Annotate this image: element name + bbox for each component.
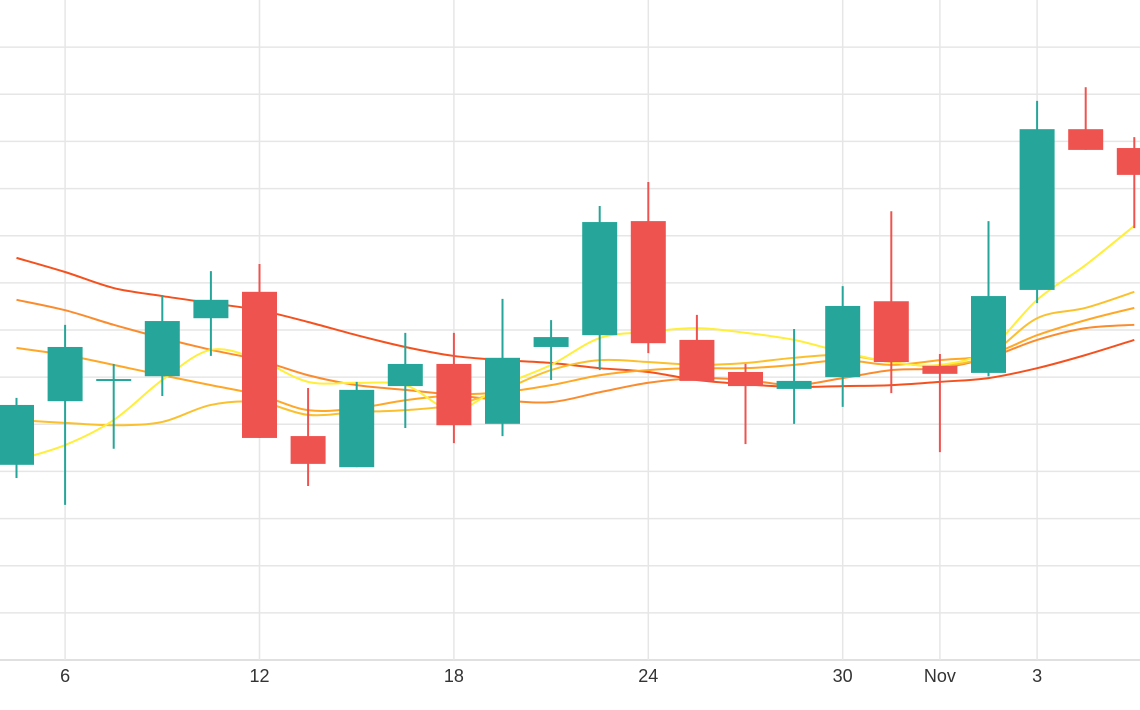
x-tick-label: 3: [1032, 666, 1042, 686]
candle-body: [339, 389, 375, 468]
candle-body: [193, 299, 229, 319]
x-tick-label: 24: [638, 666, 658, 686]
candle-body: [436, 363, 472, 426]
candle-body: [1019, 129, 1055, 290]
x-tick-label: 6: [60, 666, 70, 686]
x-tick-label: 30: [833, 666, 853, 686]
x-tick-label: 12: [249, 666, 269, 686]
candle-body: [533, 337, 569, 347]
candle-body: [485, 357, 520, 424]
candle-body: [971, 296, 1006, 373]
candle-body: [873, 301, 909, 363]
candle-body: [776, 380, 812, 389]
candle-body: [96, 379, 132, 382]
candle-body: [144, 321, 180, 377]
ma-line: [16, 290, 1135, 427]
candle-body: [582, 222, 618, 336]
candle-body: [290, 436, 326, 464]
x-tick-label: 18: [444, 666, 464, 686]
candle-body: [47, 346, 83, 402]
candle-body: [0, 404, 34, 465]
candle-body: [242, 291, 277, 438]
candle-body: [387, 363, 423, 387]
candle-body: [825, 305, 861, 378]
ma-line: [16, 306, 1135, 413]
candle-body: [1116, 148, 1140, 175]
candle-body: [922, 365, 958, 374]
candle-body: [630, 221, 666, 344]
candle-body: [679, 339, 715, 381]
ma-line: [16, 225, 1135, 462]
x-tick-label: Nov: [924, 666, 956, 686]
candle-body: [728, 371, 763, 387]
ma-line: [16, 256, 1135, 389]
candle-body: [1068, 129, 1104, 150]
